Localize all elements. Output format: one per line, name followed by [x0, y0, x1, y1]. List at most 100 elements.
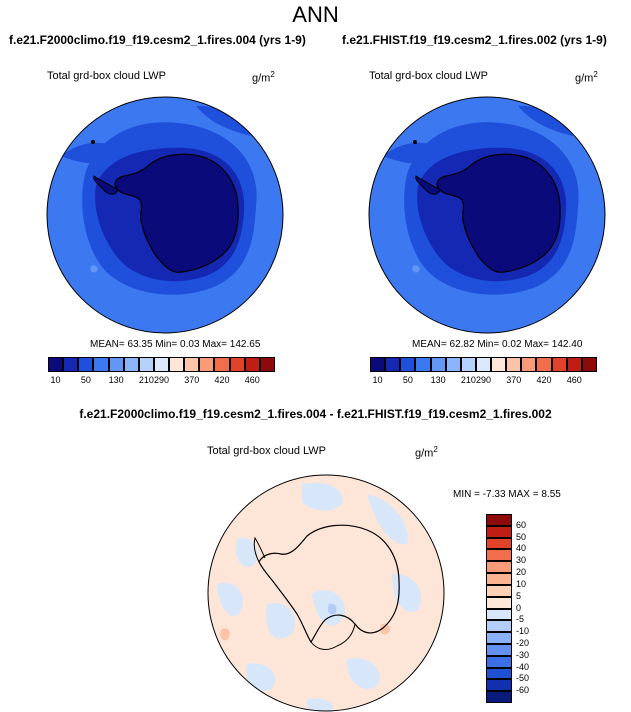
- diff-map: [207, 474, 445, 712]
- map-boundary: [368, 96, 606, 334]
- neg-anomaly-patch: [266, 603, 296, 639]
- colorbar-tick-label: 460: [566, 375, 582, 385]
- colorbar-tick-label: 420: [214, 375, 230, 385]
- diff-colorbar-tick-label: 20: [516, 567, 527, 578]
- colorbar-swatch: [460, 357, 476, 372]
- diff-colorbar-swatch: [486, 584, 512, 597]
- neg-anomaly-patch: [246, 663, 276, 692]
- antarctica-continent: [114, 153, 239, 273]
- colorbar-tick-label: 290: [153, 375, 170, 385]
- diff-units: g/m2: [415, 445, 438, 460]
- panel-left-case-title: f.e21.F2000climo.f19_f19.cesm2_1.fires.0…: [9, 33, 306, 47]
- colorbar-swatch: [93, 357, 109, 372]
- colorbar-swatch: [244, 357, 260, 372]
- neg-anomaly-patch: [346, 658, 380, 689]
- colorbar-tick-label: 50: [402, 375, 413, 385]
- ocean-dot: [91, 140, 95, 144]
- colorbar-swatch: [491, 357, 507, 372]
- ross-sea-coast: [310, 623, 356, 650]
- diff-title: f.e21.F2000climo.f19_f19.cesm2_1.fires.0…: [79, 407, 552, 421]
- colorbar-tick-label: 130: [108, 375, 124, 385]
- diff-colorbar-tick-label: 30: [516, 555, 527, 566]
- map-boundary: [46, 96, 284, 334]
- colorbar-tick-label: 130: [430, 375, 446, 385]
- panel-right-case-title: f.e21.FHIST.f19_f19.cesm2_1.fires.002 (y…: [342, 33, 607, 47]
- colorbar-swatch: [153, 357, 170, 372]
- panel-left-units: g/m2: [252, 70, 275, 85]
- colorbar-tick-label: 290: [475, 375, 492, 385]
- diff-colorbar-swatch: [486, 549, 512, 562]
- colorbar-swatch: [63, 357, 79, 372]
- colorbar-swatch: [385, 357, 401, 372]
- panel-right-units: g/m2: [575, 70, 598, 85]
- colorbar-swatch: [521, 357, 537, 372]
- diff-colorbar-tick-label: -40: [516, 661, 530, 672]
- ocean-dot: [413, 140, 417, 144]
- light-patch: [90, 265, 98, 273]
- colorbar-swatch: [551, 357, 567, 372]
- colorbar-swatch: [138, 357, 154, 372]
- colorbar-swatch: [536, 357, 552, 372]
- colorbar-swatch: [566, 357, 582, 372]
- diff-colorbar-swatch: [486, 667, 512, 680]
- panel-right-variable-label: Total grd-box cloud LWP: [369, 70, 489, 82]
- diff-colorbar-tick-label: 5: [516, 590, 522, 601]
- diff-colorbar-swatch: [486, 561, 512, 574]
- neg-anomaly-patch: [367, 494, 408, 545]
- antarctica-coastline: [258, 524, 400, 644]
- panel-left-map: [46, 96, 284, 334]
- diff-colorbar-swatch: [486, 596, 512, 609]
- diff-colorbar-swatch: [486, 514, 512, 526]
- colorbar-swatch: [475, 357, 492, 372]
- diff-colorbar: [486, 514, 512, 703]
- colorbar-swatch: [78, 357, 94, 372]
- panel-right-map: [368, 96, 606, 334]
- diff-colorbar-swatch: [486, 632, 512, 644]
- colorbar-swatch: [48, 357, 64, 372]
- diff-colorbar-swatch: [486, 691, 512, 703]
- diff-colorbar-swatch: [486, 537, 512, 550]
- diff-colorbar-swatch: [486, 573, 512, 585]
- figure-title: ANN: [292, 2, 339, 27]
- diff-colorbar-swatch: [486, 608, 512, 621]
- diff-colorbar-tick-label: -10: [516, 626, 530, 637]
- diff-colorbar-tick-label: 10: [516, 578, 527, 589]
- diff-colorbar-tick-label: 40: [516, 543, 527, 554]
- colorbar-tick-label: 370: [506, 375, 522, 385]
- neg-anomaly-patch: [236, 538, 258, 567]
- antarctic-peninsula: [93, 175, 119, 195]
- colorbar-swatch: [169, 357, 185, 372]
- diff-colorbar-swatch: [486, 525, 512, 538]
- colorbar-swatch: [581, 357, 597, 372]
- panel-right-colorbar-labels: 10 50 130 210 290 370 420 460: [370, 375, 597, 387]
- diff-colorbar-tick-label: 0: [516, 602, 522, 613]
- antarctic-peninsula: [253, 536, 266, 563]
- diff-colorbar-tick-label: 60: [516, 519, 527, 530]
- colorbar-tick-label: 210: [460, 375, 476, 385]
- colorbar-tick-label: 10: [372, 375, 383, 385]
- pos-anomaly-patch: [220, 628, 230, 641]
- antarctica-continent: [436, 153, 561, 273]
- diff-stats: MIN = -7.33 MAX = 8.55: [453, 489, 561, 500]
- colorbar-tick-label: 370: [184, 375, 200, 385]
- diff-colorbar-tick-label: 50: [516, 531, 527, 542]
- antarctic-peninsula: [415, 175, 441, 195]
- colorbar-tick-label: 210: [138, 375, 154, 385]
- colorbar-swatch: [184, 357, 200, 372]
- panel-left-colorbar: [48, 357, 275, 372]
- colorbar-tick-label: 50: [80, 375, 91, 385]
- pos-anomaly-patch: [380, 623, 390, 635]
- diff-colorbar-tick-label: -50: [516, 673, 530, 684]
- diff-colorbar-tick-label: -20: [516, 637, 530, 648]
- panel-left-variable-label: Total grd-box cloud LWP: [47, 70, 167, 82]
- colorbar-swatch: [199, 357, 215, 372]
- neg-anomaly-patch: [302, 482, 343, 511]
- panel-right-colorbar: [370, 357, 597, 372]
- mid-band-lobes: [383, 105, 573, 164]
- light-patch: [412, 265, 420, 273]
- colorbar-swatch: [214, 357, 230, 372]
- colorbar-swatch: [259, 357, 275, 372]
- colorbar-swatch: [400, 357, 416, 372]
- colorbar-tick-label: 10: [50, 375, 61, 385]
- colorbar-swatch: [415, 357, 431, 372]
